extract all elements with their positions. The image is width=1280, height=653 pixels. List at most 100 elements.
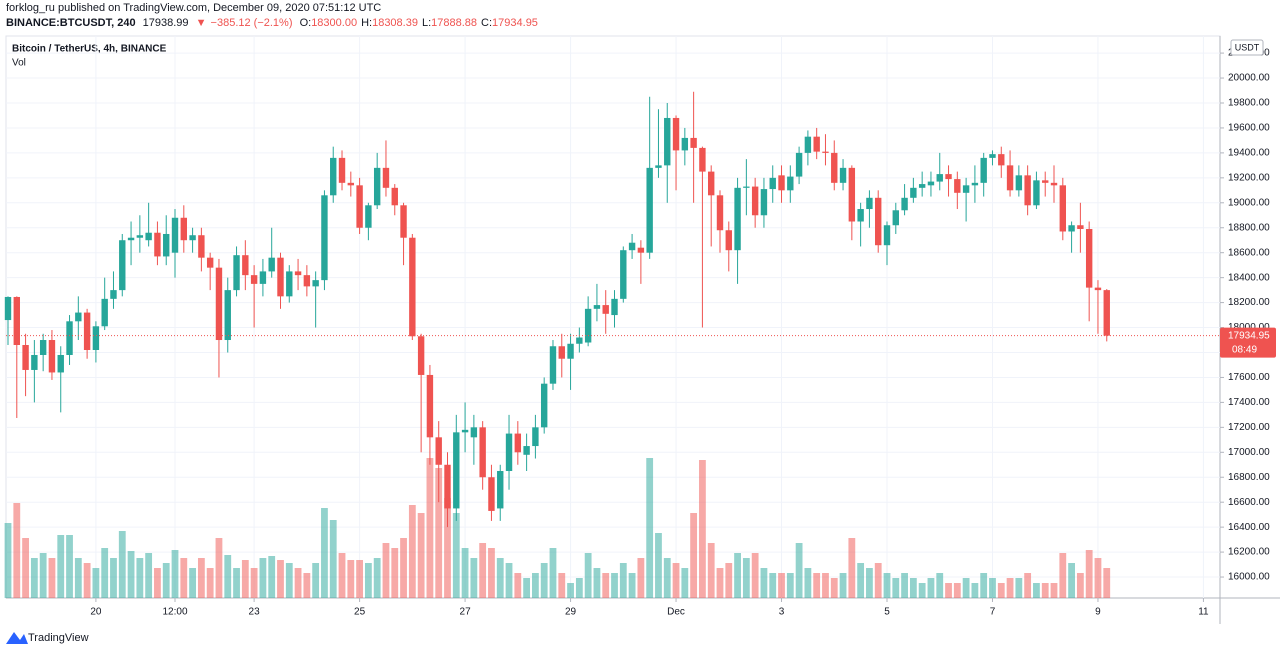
candle-body	[620, 250, 627, 299]
candle-body	[233, 255, 240, 291]
volume-bar	[197, 558, 205, 598]
volume-bar	[1015, 578, 1023, 598]
volume-bar	[92, 568, 100, 598]
candle-body	[549, 346, 557, 384]
candle-body	[1103, 290, 1110, 336]
y-tick-label: 16800.00	[1228, 472, 1270, 483]
y-tick-label: 16000.00	[1228, 572, 1270, 583]
candle-body	[171, 217, 179, 253]
candle-body	[145, 232, 152, 241]
volume-bar	[822, 573, 829, 598]
currency: USDT	[1235, 42, 1260, 52]
volume-bar	[1068, 563, 1075, 598]
candle-body	[910, 187, 917, 198]
volume-bar	[321, 508, 328, 598]
candle-body	[611, 298, 618, 316]
last-price-tag	[1220, 327, 1276, 358]
candle-body	[646, 167, 653, 253]
volume-bar	[1103, 568, 1111, 598]
symbol-info: BINANCE:BTCUSDT, 240 17938.99 ▼ −385.12 …	[6, 17, 542, 29]
volume-bar	[716, 568, 724, 598]
volume-bar	[760, 568, 768, 598]
volume-bar	[479, 543, 487, 598]
candle-body	[365, 205, 372, 228]
y-tick-label: 20000.00	[1228, 73, 1270, 84]
volume-bar	[909, 578, 917, 598]
candle-body	[497, 471, 504, 509]
candle-body	[875, 197, 882, 246]
y-tick-label: 16200.00	[1228, 547, 1270, 558]
volume-bar	[391, 548, 399, 598]
plot-frame	[5, 35, 1221, 599]
volume-bar	[145, 553, 153, 598]
candle-body	[681, 137, 689, 151]
candle-body	[382, 167, 390, 188]
candle-body	[373, 167, 381, 206]
candle-body	[391, 187, 398, 206]
y-tick-label: 16400.00	[1228, 522, 1270, 533]
candle-body	[101, 298, 108, 327]
candle-body	[699, 147, 706, 172]
candle-body	[918, 184, 926, 188]
change: −385.12 (−2.1%)	[210, 17, 293, 29]
candle-body	[488, 477, 495, 511]
candle-body	[954, 179, 961, 193]
candle-body	[1085, 228, 1093, 288]
volume-bar	[892, 578, 900, 598]
volume-bar	[505, 563, 513, 598]
candle-body	[1006, 165, 1014, 191]
last-price-label: 17934.95	[1228, 330, 1270, 341]
volume-bar	[540, 563, 548, 598]
candle-body	[998, 154, 1005, 166]
ohlc-label: H:	[361, 17, 373, 29]
y-tick-label: 17000.00	[1228, 447, 1270, 458]
volume-bar	[1006, 578, 1014, 598]
volume-bar	[294, 568, 302, 598]
candle-body	[356, 185, 363, 228]
candle-body	[163, 233, 170, 257]
candle-body	[532, 427, 539, 447]
candle-body	[505, 433, 513, 472]
candle-body	[628, 242, 636, 251]
volume-bar	[268, 556, 276, 598]
volume-bar	[883, 573, 891, 598]
volume-bar	[189, 568, 196, 598]
candle-body	[708, 171, 715, 196]
volume-bar	[936, 573, 944, 598]
volume-bar	[356, 560, 363, 598]
currency-box	[1230, 39, 1264, 56]
volume-bar	[839, 573, 847, 598]
volume-bar	[646, 458, 654, 598]
candle-body	[927, 181, 935, 186]
candle-body	[330, 157, 337, 196]
volume-bar	[751, 553, 759, 598]
candle-body	[57, 354, 64, 373]
candle-body	[4, 296, 12, 321]
volume-bar	[1050, 583, 1058, 598]
candle-body	[259, 271, 267, 284]
candle-body	[602, 305, 609, 314]
candle-body	[189, 235, 196, 241]
candle-body	[787, 176, 794, 191]
volume-bar	[725, 563, 733, 598]
volume-bar	[549, 548, 557, 598]
volume-bar	[514, 573, 522, 598]
volume-bar	[1094, 558, 1102, 598]
candle-body	[839, 167, 847, 183]
candle-body	[936, 174, 943, 182]
volume-bar	[980, 573, 988, 598]
volume-bar	[1033, 583, 1040, 598]
candle-body	[321, 195, 328, 281]
x-tick-label: 7	[990, 607, 996, 618]
candle-body	[13, 296, 20, 346]
candle-body	[1050, 182, 1058, 186]
candle-body	[268, 257, 275, 272]
volume-bar	[312, 563, 320, 598]
candle-body	[558, 346, 565, 359]
volume-bar	[4, 523, 12, 598]
x-tick-label: 3	[779, 607, 785, 618]
countdown: 08:49	[1232, 344, 1257, 355]
candle-body	[206, 257, 214, 268]
volume-bar	[496, 558, 504, 598]
volume-bar	[989, 578, 996, 598]
